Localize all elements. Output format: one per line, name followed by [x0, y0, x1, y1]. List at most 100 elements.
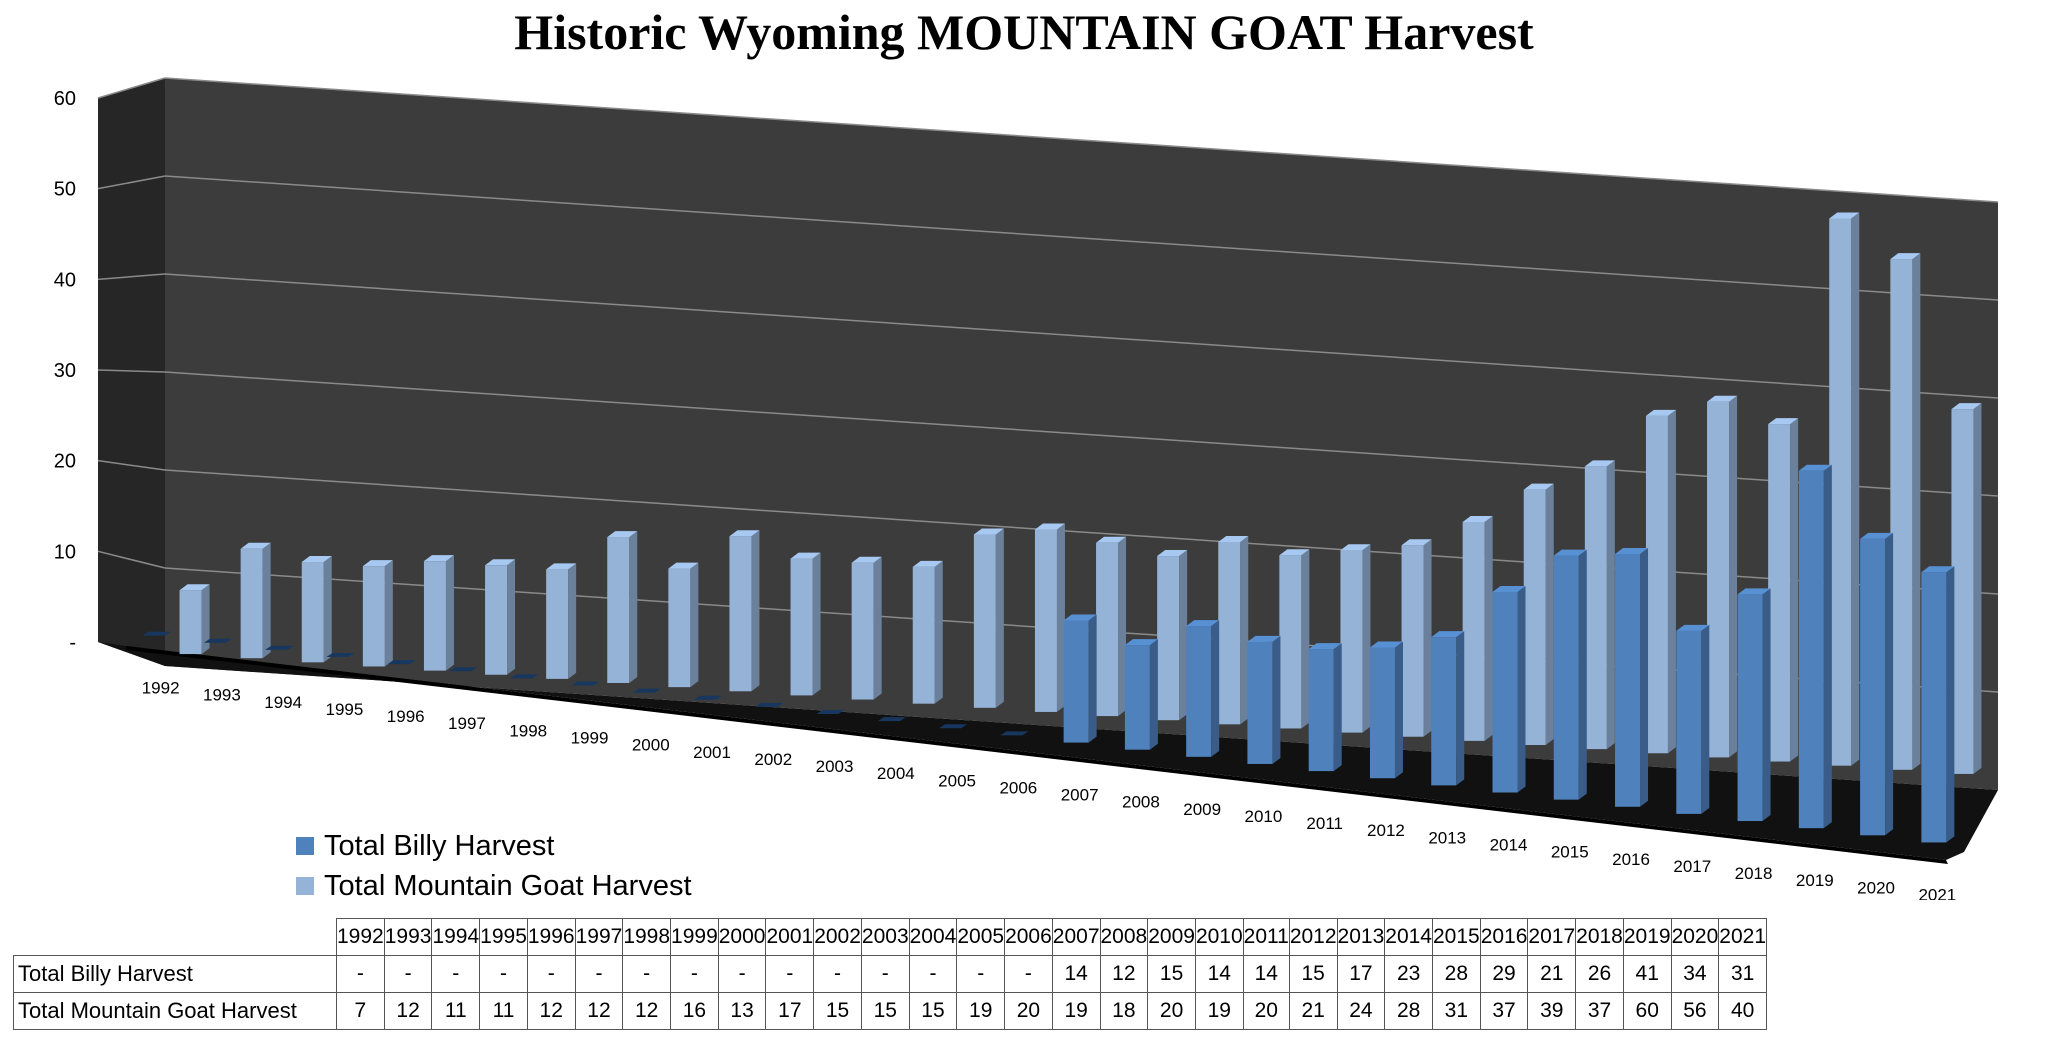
bar-billy-empty-1997 — [448, 667, 477, 672]
y-axis-ticks: - 10 20 30 40 50 60 — [54, 88, 76, 654]
bar-billy-2018-top — [1737, 588, 1771, 595]
table-cell: 39 — [1527, 992, 1577, 1030]
bar-total-2005-front — [973, 534, 996, 708]
table-year-header: 2016 — [1479, 918, 1529, 956]
bar-total-1999-front — [607, 537, 630, 683]
bar-billy-2015-side — [1578, 549, 1587, 800]
table-year-header: 1998 — [622, 918, 672, 956]
bar-total-2008 — [1157, 550, 1188, 721]
bar-total-1998-front — [546, 569, 569, 679]
chart-legend: Total Billy Harvest Total Mountain Goat … — [296, 826, 692, 906]
table-cell: 37 — [1479, 992, 1529, 1030]
table-cell: 31 — [1718, 955, 1768, 993]
table-cell: 20 — [1242, 992, 1290, 1030]
bar-billy-2014-front — [1492, 592, 1518, 793]
table-year-header: 2014 — [1384, 918, 1433, 956]
bar-total-2002-front — [790, 558, 813, 696]
table-cell: 19 — [1051, 992, 1101, 1030]
table-year-header: 2004 — [908, 918, 958, 956]
bar-billy-2010 — [1247, 635, 1281, 764]
bar-total-2000-front — [668, 568, 691, 688]
legend-item-billy: Total Billy Harvest — [296, 826, 692, 866]
bar-billy-2010-top — [1247, 635, 1281, 642]
bar-total-2011 — [1340, 544, 1371, 733]
table-cell: - — [956, 955, 1006, 993]
bar-total-2006-side — [1056, 523, 1065, 712]
bar-total-2017-front — [1707, 401, 1730, 758]
table-cell: 41 — [1622, 955, 1672, 993]
y-tick-label: 50 — [54, 179, 76, 201]
bar-total-2012-side — [1423, 539, 1432, 737]
bar-billy-2011-side — [1333, 643, 1342, 772]
table-row-label: Total Billy Harvest — [13, 955, 337, 993]
bar-billy-2011 — [1308, 643, 1342, 772]
x-tick-label: 1993 — [203, 686, 241, 705]
bar-total-2002-top — [790, 552, 821, 559]
bar-total-2003-top — [851, 556, 882, 563]
table-cell: 17 — [1336, 955, 1386, 993]
bar-billy-2014-side — [1517, 586, 1526, 793]
x-tick-label: 1997 — [448, 714, 486, 733]
bar-billy-2020-front — [1860, 538, 1886, 836]
bar-total-1999-side — [629, 531, 638, 683]
table-cell: 29 — [1479, 955, 1529, 993]
bar-billy-2010-side — [1272, 635, 1281, 764]
x-tick-label: 1994 — [264, 693, 302, 712]
bar-billy-empty-2001 — [694, 695, 723, 700]
table-cell: 13 — [717, 992, 767, 1030]
bar-total-1993-front — [240, 548, 263, 659]
table-cell: - — [574, 955, 624, 993]
table-year-header: 2007 — [1051, 918, 1101, 956]
table-cell: 15 — [1147, 955, 1196, 993]
chart-bars — [142, 212, 1982, 843]
bar-total-1999 — [607, 531, 638, 683]
bar-total-2019 — [1829, 212, 1860, 766]
gridline-side — [97, 459, 166, 471]
table-cell: - — [383, 955, 433, 993]
y-tick-label: 40 — [54, 269, 76, 291]
table-cell: 16 — [670, 992, 719, 1030]
bar-total-2012-front — [1401, 545, 1424, 737]
bar-billy-2017-top — [1676, 624, 1710, 631]
bar-total-2015-top — [1584, 460, 1615, 467]
x-tick-label: 2015 — [1551, 843, 1589, 862]
table-cell: 40 — [1718, 992, 1768, 1030]
table-cell: 20 — [1147, 992, 1196, 1030]
table-cell: 23 — [1384, 955, 1433, 993]
bar-total-2018-top — [1768, 418, 1799, 425]
bar-billy-2019-top — [1798, 464, 1832, 471]
bar-total-2005-top — [973, 528, 1004, 535]
table-year-header: 2009 — [1147, 918, 1196, 956]
bar-billy-2013-side — [1456, 631, 1465, 786]
bar-total-2002 — [790, 552, 821, 696]
bar-total-2008-front — [1157, 556, 1180, 721]
table-cell: 11 — [431, 992, 481, 1030]
bar-total-2006-top — [1034, 523, 1065, 530]
bar-billy-2017-front — [1676, 630, 1702, 814]
x-tick-label: 2009 — [1183, 800, 1221, 819]
x-tick-label: 2011 — [1306, 814, 1343, 833]
bar-total-1992-side — [201, 584, 210, 655]
bar-total-1992 — [179, 584, 210, 655]
bar-total-2010-side — [1301, 549, 1310, 729]
table-cell: 18 — [1099, 992, 1149, 1030]
gridline — [164, 273, 1999, 399]
table-header-row: 1992 1993 1994 1995 1996 1997 1998 1999 2000 2001… — [13, 918, 1768, 956]
bar-total-2021-front — [1951, 409, 1974, 774]
table-cell: 14 — [1051, 955, 1101, 993]
bar-total-2007-side — [1118, 536, 1127, 717]
bar-total-2004-side — [934, 560, 943, 704]
bar-total-2015 — [1584, 460, 1615, 750]
bar-total-2001-side — [751, 530, 760, 692]
table-cell: - — [479, 955, 528, 993]
table-cell: - — [765, 955, 815, 993]
bar-total-2011-top — [1340, 544, 1371, 551]
bar-total-2019-front — [1829, 218, 1852, 766]
bar-total-1999-top — [607, 531, 638, 538]
table-cell: 34 — [1670, 955, 1720, 993]
bar-billy-2007-side — [1088, 614, 1097, 743]
table-row: Total Mountain Goat Harvest 7 12 11 11 12 12 12… — [13, 992, 1768, 1030]
table-year-header: 1994 — [431, 918, 481, 956]
x-tick-label: 2014 — [1490, 836, 1528, 855]
bar-total-2010 — [1279, 549, 1310, 729]
